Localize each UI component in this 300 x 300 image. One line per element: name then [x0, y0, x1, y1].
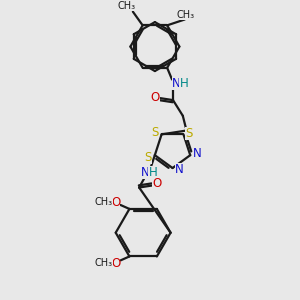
Text: O: O: [111, 196, 120, 208]
Text: CH₃: CH₃: [95, 197, 113, 207]
Text: N: N: [193, 147, 202, 160]
Text: N: N: [141, 166, 149, 179]
Text: CH₃: CH₃: [95, 258, 113, 268]
Text: S: S: [151, 126, 158, 139]
Text: O: O: [152, 177, 161, 190]
Text: S: S: [185, 127, 192, 140]
Text: CH₃: CH₃: [177, 10, 195, 20]
Text: N: N: [175, 164, 184, 176]
Text: S: S: [144, 151, 152, 164]
Text: H: H: [179, 77, 188, 90]
Text: O: O: [111, 257, 120, 270]
Text: H: H: [148, 166, 157, 179]
Text: N: N: [172, 77, 180, 90]
Text: O: O: [151, 91, 160, 104]
Text: CH₃: CH₃: [118, 1, 136, 11]
